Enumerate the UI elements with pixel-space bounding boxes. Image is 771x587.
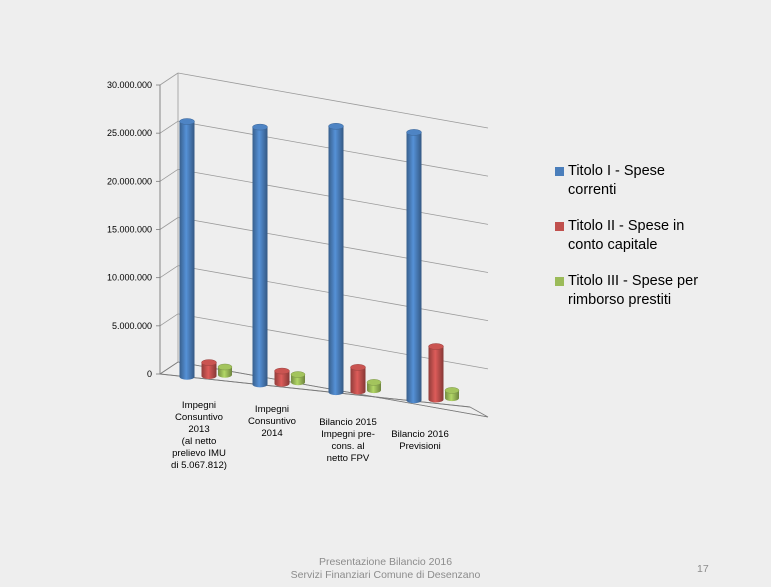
y-tick-label: 5.000.000 <box>112 321 152 331</box>
bar <box>252 123 268 388</box>
y-tick-label: 0 <box>147 369 152 379</box>
legend: Titolo I - Spese correnti Titolo II - Sp… <box>555 162 755 327</box>
bar <box>444 387 460 402</box>
bar <box>428 343 444 403</box>
y-tick-label: 30.000.000 <box>107 80 152 90</box>
footer-subtitle: Servizi Finanziari Comune di Desenzano <box>290 569 481 581</box>
gridline <box>156 168 489 225</box>
x-category-label: Impegni Consuntivo 2013 (al netto prelievo I… <box>171 400 227 471</box>
legend-swatch-titolo-1 <box>555 167 564 176</box>
gridline <box>156 265 489 322</box>
gridline <box>156 217 489 273</box>
footer-title: Presentazione Bilancio 2016 <box>318 556 453 568</box>
legend-label-titolo-2: Titolo II - Spese in conto capitale <box>568 218 685 253</box>
bar <box>328 123 344 396</box>
y-tick-label: 25.000.000 <box>107 128 152 138</box>
legend-item-titolo-2: Titolo II - Spese in conto capitale <box>555 217 755 255</box>
x-category-label: Impegni Consuntivo 2014 <box>248 404 296 439</box>
legend-item-titolo-3: Titolo III - Spese per rimborso prestiti <box>555 272 755 310</box>
bar <box>274 367 290 387</box>
legend-label-titolo-1: Titolo I - Spese correnti <box>568 163 665 198</box>
legend-swatch-titolo-3 <box>555 277 564 286</box>
legend-item-titolo-1: Titolo I - Spese correnti <box>555 162 755 200</box>
y-tick-label: 15.000.000 <box>107 225 152 235</box>
bar <box>217 363 233 378</box>
legend-label-titolo-3: Titolo III - Spese per rimborso prestiti <box>568 273 699 308</box>
bar <box>201 359 217 380</box>
x-category-label: Bilancio 2015 Impegni pre-cons. al netto F… <box>319 417 377 464</box>
bar <box>179 118 195 380</box>
bar <box>366 379 382 394</box>
legend-swatch-titolo-2 <box>555 222 564 231</box>
x-category-label: Bilancio 2016 Previsioni <box>391 429 449 452</box>
bar <box>406 129 422 404</box>
y-tick-label: 20.000.000 <box>107 176 152 186</box>
y-tick-label: 10.000.000 <box>107 273 152 283</box>
gridline <box>156 120 489 177</box>
page-number: 17 <box>697 563 709 575</box>
gridline <box>156 72 489 129</box>
bar <box>290 371 306 386</box>
bar <box>350 364 366 395</box>
